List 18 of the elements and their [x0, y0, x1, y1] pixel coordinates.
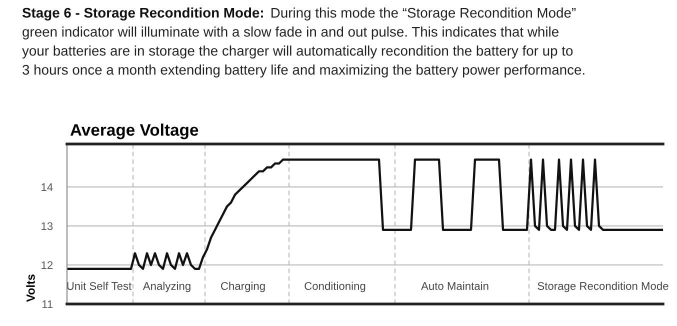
- y-tick-label: 13: [42, 222, 53, 230]
- y-tick-label: 14: [42, 183, 53, 191]
- x-tick-label: Unit Self Test: [67, 282, 132, 290]
- text: During this mode the “Storage Recondition Mode”: [272, 8, 576, 20]
- text: Stage 6 - Storage Recondition Mode:: [22, 7, 263, 21]
- text: 3 hours once a month extending battery life and maximizing the battery power performance.: [22, 64, 584, 78]
- chart-title: Average Voltage: [70, 124, 198, 140]
- x-tick-label: Conditioning: [304, 282, 366, 292]
- y-tick-label: 12: [42, 261, 53, 269]
- text: your batteries are in storage the charger will automatically recondition the battery for up to: [22, 46, 573, 58]
- text: green indicator will illuminate with a slow fade in and out pulse. This indicates that while: [22, 26, 558, 40]
- x-tick-label: Charging: [221, 282, 265, 292]
- line-series: [67, 158, 663, 270]
- y-tick-label: 11: [42, 300, 53, 308]
- x-tick-label: Analyzing: [142, 282, 190, 292]
- y-axis-title: Volts: [26, 274, 35, 302]
- x-tick-label: Auto Maintain: [421, 282, 488, 290]
- x-tick-label: Storage Recondition Mode: [538, 282, 668, 292]
